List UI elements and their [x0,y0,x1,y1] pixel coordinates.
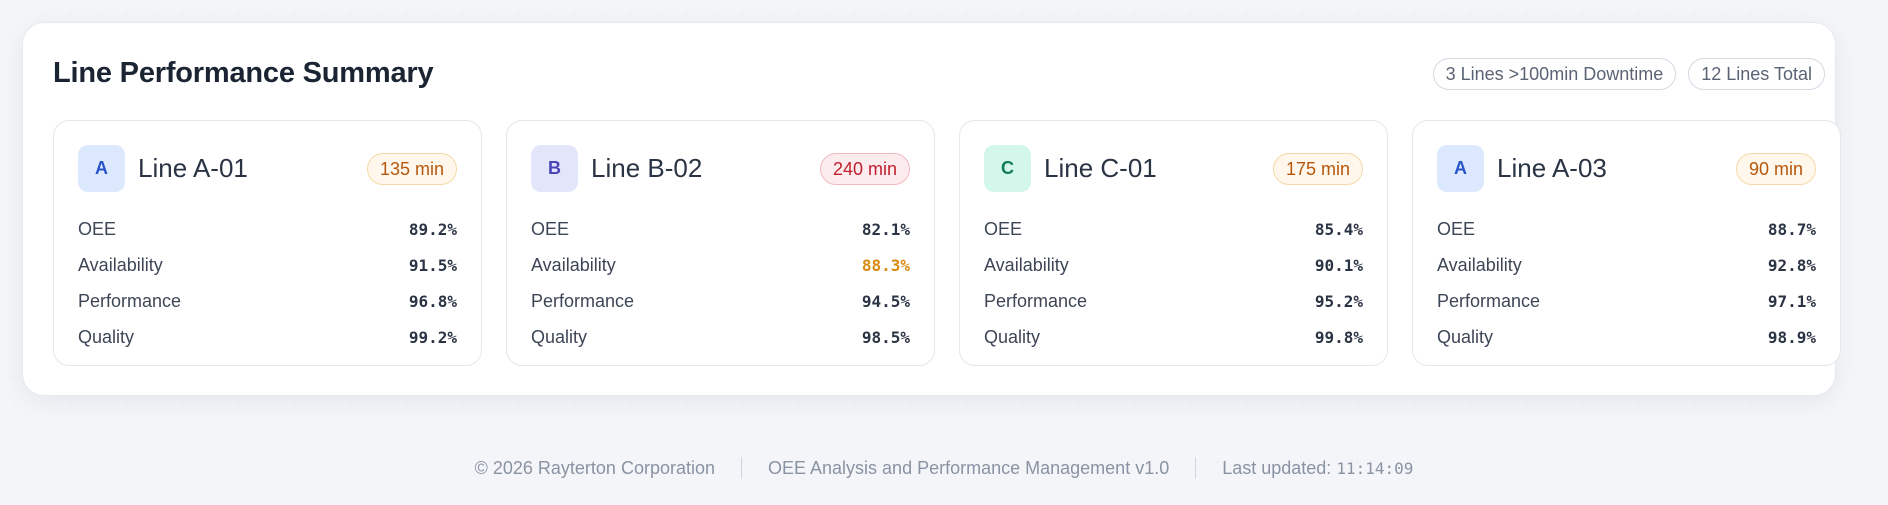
metrics-list: OEE 88.7% Availability 92.8% Performance 97… [1437,211,1816,355]
metric-value: 94.5% [861,291,910,311]
metric-row-quality: Quality 99.8% [984,319,1363,355]
metric-row-performance: Performance 97.1% [1437,283,1816,319]
metric-row-availability: Availability 88.3% [531,247,910,283]
metric-value: 95.2% [1314,291,1363,311]
line-name: Line A-01 [138,153,248,183]
metrics-list: OEE 89.2% Availability 91.5% Performance 96… [78,211,457,355]
metric-label: Availability [984,254,1069,275]
line-card[interactable]: C Line C-01 175 min OEE 85.4% Availabilit… [959,120,1388,366]
metric-label: OEE [531,218,570,239]
panel-title: Line Performance Summary [53,57,434,89]
metric-row-performance: Performance 96.8% [78,283,457,319]
metrics-list: OEE 85.4% Availability 90.1% Performance 95… [984,211,1363,355]
metric-value: 82.1% [861,219,910,239]
metric-label: OEE [78,218,117,239]
metric-label: Performance [78,290,182,311]
metric-label: OEE [1437,218,1476,239]
metric-value: 89.2% [408,219,457,239]
metric-label: Availability [531,254,616,275]
summary-pills: 3 Lines >100min Downtime 12 Lines Total [1432,58,1825,90]
metric-value: 97.1% [1767,291,1816,311]
line-avatar: C [984,145,1031,192]
downtime-badge: 135 min [366,153,457,185]
line-avatar: A [1437,145,1484,192]
metric-value: 88.3% [861,255,910,275]
metric-row-oee: OEE 85.4% [984,211,1363,247]
metric-value: 85.4% [1314,219,1363,239]
metric-row-availability: Availability 91.5% [78,247,457,283]
line-card[interactable]: A Line A-03 90 min OEE 88.7% Availability… [1412,120,1841,366]
metric-value: 99.2% [408,327,457,347]
metric-value: 96.8% [408,291,457,311]
line-avatar: A [78,145,125,192]
footer-updated-time: 11:14:09 [1336,458,1414,478]
metric-label: Quality [531,326,588,347]
metric-value: 92.8% [1767,255,1816,275]
footer-product: OEE Analysis and Performance Management … [768,457,1170,478]
metric-row-quality: Quality 98.5% [531,319,910,355]
footer-copyright: © 2026 Rayterton Corporation [474,457,715,478]
line-name: Line B-02 [591,153,703,183]
metric-row-performance: Performance 94.5% [531,283,910,319]
footer-updated-label: Last updated: [1222,457,1332,478]
metric-label: Performance [531,290,635,311]
line-cards: A Line A-01 135 min OEE 89.2% Availabilit… [53,120,1841,366]
metric-label: Quality [78,326,135,347]
metric-row-availability: Availability 90.1% [984,247,1363,283]
metric-label: Performance [1437,290,1541,311]
metric-label: Quality [1437,326,1494,347]
metric-value: 98.9% [1767,327,1816,347]
metric-row-quality: Quality 98.9% [1437,319,1816,355]
metric-label: Availability [1437,254,1522,275]
metric-row-performance: Performance 95.2% [984,283,1363,319]
metric-label: Performance [984,290,1088,311]
metric-row-oee: OEE 88.7% [1437,211,1816,247]
line-performance-panel: Line Performance Summary 3 Lines >100min… [22,22,1841,396]
line-name: Line A-03 [1497,153,1607,183]
footer-divider [1195,457,1197,479]
downtime-count-pill[interactable]: 3 Lines >100min Downtime [1432,58,1677,90]
metric-value: 91.5% [408,255,457,275]
metric-row-oee: OEE 89.2% [78,211,457,247]
metric-row-oee: OEE 82.1% [531,211,910,247]
footer-divider [741,457,742,479]
metric-label: Availability [78,254,163,275]
footer: © 2026 Rayterton Corporation OEE Analysi… [0,457,1888,479]
total-lines-pill[interactable]: 12 Lines Total [1688,58,1825,90]
metric-row-availability: Availability 92.8% [1437,247,1816,283]
line-card[interactable]: B Line B-02 240 min OEE 82.1% Availabilit… [506,120,935,366]
metric-row-quality: Quality 99.2% [78,319,457,355]
metric-label: OEE [984,218,1023,239]
downtime-badge: 240 min [819,153,910,185]
line-card[interactable]: A Line A-01 135 min OEE 89.2% Availabilit… [53,120,482,366]
metrics-list: OEE 82.1% Availability 88.3% Performance 94… [531,211,910,355]
metric-value: 98.5% [861,327,910,347]
metric-value: 90.1% [1314,255,1363,275]
metric-value: 99.8% [1314,327,1363,347]
downtime-badge: 175 min [1272,153,1363,185]
metric-label: Quality [984,326,1041,347]
metric-value: 88.7% [1767,219,1816,239]
downtime-badge: 90 min [1735,153,1816,185]
line-avatar: B [531,145,578,192]
line-name: Line C-01 [1044,153,1157,183]
